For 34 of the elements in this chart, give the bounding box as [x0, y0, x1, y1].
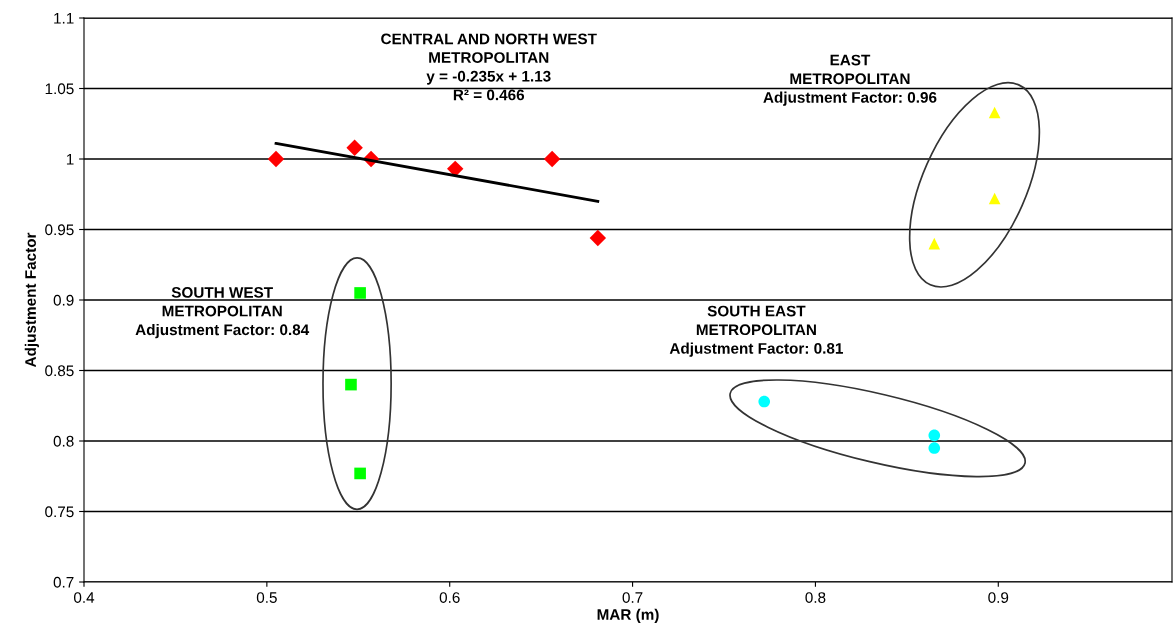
y-tick-label: 1.05: [45, 83, 74, 95]
point: [345, 378, 357, 391]
point: [589, 229, 607, 247]
annotation: SOUTH WEST METROPOLITAN Adjustment Factor: 0.84: [135, 287, 310, 339]
y-tick-label: 1.1: [54, 13, 74, 24]
x-tick-label: 0.4: [73, 592, 95, 603]
point: [928, 429, 941, 442]
point: [354, 287, 366, 299]
x-tick-label: 0.7: [622, 592, 643, 603]
point: [928, 442, 941, 454]
x-tick-label: 0.6: [439, 592, 460, 603]
y-tick-label: 1: [66, 154, 74, 165]
y-tick-label: 0.9: [53, 294, 74, 306]
point: [758, 395, 771, 408]
point: [988, 192, 1001, 205]
y-tick-label: 0.85: [45, 365, 74, 377]
point: [543, 150, 561, 168]
x-tick-label: 0.8: [805, 592, 826, 603]
point: [988, 106, 1001, 119]
point: [354, 467, 366, 480]
x-tick-label: 0.9: [988, 592, 1009, 603]
annotation: CENTRAL AND NORTH WEST METROPOLITAN y = -0.235x + 1.13 R² = 0.466: [381, 33, 597, 101]
point: [267, 150, 285, 168]
point: [928, 237, 941, 250]
y-tick-label: 0.75: [45, 506, 74, 518]
y-axis-title: Adjustment Factor: [24, 232, 39, 368]
x-tick-label: 0.5: [256, 592, 277, 603]
y-tick-label: 0.8: [53, 435, 74, 447]
x-axis-title: MAR (m): [597, 608, 659, 623]
y-tick-label: 0.7: [53, 576, 74, 588]
annotation: SOUTH EAST METROPOLITAN Adjustment Factor: 0.81: [669, 305, 843, 357]
y-tick-label: 0.95: [45, 224, 74, 236]
point: [346, 139, 363, 156]
annotation: EAST METROPOLITAN Adjustment Factor: 0.96: [763, 54, 937, 106]
